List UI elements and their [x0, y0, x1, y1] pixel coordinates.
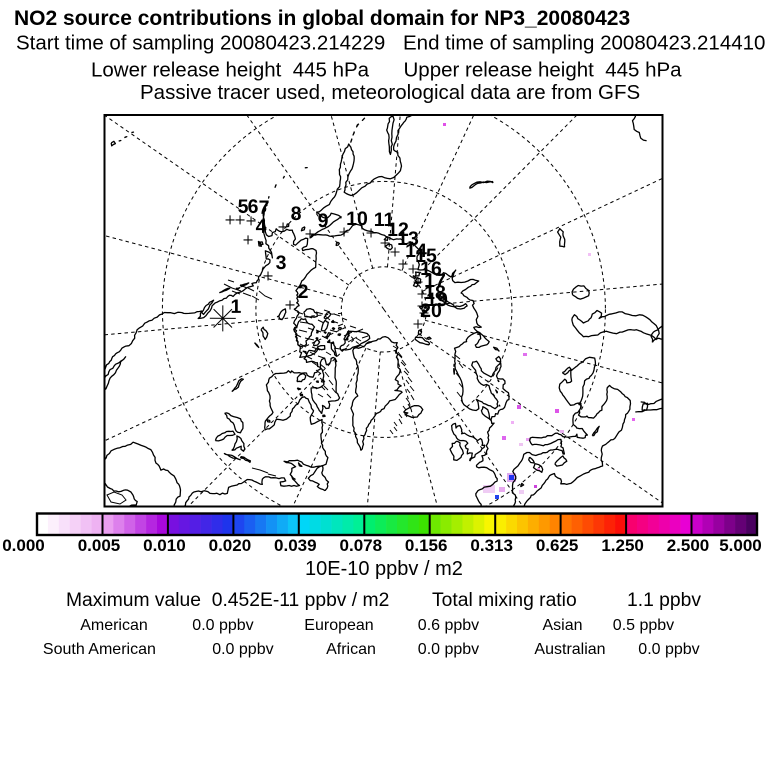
svg-text:1.250: 1.250 — [601, 536, 644, 555]
svg-text:African: African — [326, 641, 376, 658]
svg-text:17: 17 — [424, 270, 446, 292]
svg-text:Maximum value 0.452E-11 ppbv: Maximum value 0.452E-11 ppbv / m2 — [66, 590, 389, 611]
svg-text:16: 16 — [420, 258, 442, 280]
svg-text:10E-10 ppbv / m2: 10E-10 ppbv / m2 — [305, 558, 463, 580]
svg-text:0.5 ppbv: 0.5 ppbv — [613, 617, 674, 634]
svg-text:0.000: 0.000 — [2, 536, 45, 555]
svg-text:8: 8 — [291, 203, 302, 225]
svg-text:3: 3 — [276, 252, 287, 274]
svg-text:NO2 source contributions in gl: NO2 source contributions in global domai… — [14, 7, 630, 30]
svg-text:2.500: 2.500 — [667, 536, 710, 555]
svg-text:0.039: 0.039 — [274, 536, 317, 555]
svg-text:0.0 ppbv: 0.0 ppbv — [418, 641, 479, 658]
svg-text:1.1 ppbv: 1.1 ppbv — [627, 590, 701, 611]
svg-text:0.005: 0.005 — [78, 536, 121, 555]
svg-text:2: 2 — [298, 281, 309, 303]
svg-text:0.313: 0.313 — [470, 536, 513, 555]
svg-text:0.0 ppbv: 0.0 ppbv — [192, 617, 253, 634]
svg-text:South American: South American — [43, 641, 156, 658]
svg-text:0.0 ppbv: 0.0 ppbv — [638, 641, 699, 658]
svg-text:6: 6 — [248, 196, 259, 218]
svg-text:American: American — [80, 617, 148, 634]
svg-text:14: 14 — [405, 240, 427, 262]
svg-text:12: 12 — [387, 219, 409, 241]
svg-text:Passive tracer used, meteorolo: Passive tracer used, meteorological data… — [140, 81, 640, 104]
svg-text:End time of sampling 20080423.: End time of sampling 20080423.214410 — [403, 32, 765, 55]
svg-text:Total mixing ratio: Total mixing ratio — [432, 590, 577, 611]
svg-text:1: 1 — [231, 296, 242, 318]
svg-text:Lower release height 445 hPa: Lower release height 445 hPa — [91, 59, 370, 82]
svg-text:Upper release height 445 hPa: Upper release height 445 hPa — [404, 59, 683, 82]
svg-text:0.078: 0.078 — [340, 536, 383, 555]
svg-text:10: 10 — [346, 208, 368, 230]
svg-text:7: 7 — [259, 197, 270, 219]
svg-text:0.625: 0.625 — [536, 536, 579, 555]
svg-text:0.010: 0.010 — [143, 536, 186, 555]
svg-text:0.0 ppbv: 0.0 ppbv — [212, 641, 273, 658]
svg-text:13: 13 — [397, 228, 419, 250]
svg-text:Asian: Asian — [542, 617, 582, 634]
svg-text:4: 4 — [256, 216, 267, 238]
svg-text:Australian: Australian — [534, 641, 605, 658]
svg-text:11: 11 — [374, 209, 395, 231]
svg-text:19: 19 — [426, 289, 448, 311]
svg-text:9: 9 — [318, 210, 329, 232]
svg-text:20: 20 — [420, 300, 442, 322]
svg-text:0.6 ppbv: 0.6 ppbv — [418, 617, 479, 634]
svg-text:0.156: 0.156 — [405, 536, 448, 555]
svg-text:15: 15 — [415, 245, 437, 267]
svg-text:5.000: 5.000 — [719, 536, 762, 555]
svg-text:European: European — [304, 617, 373, 634]
svg-text:Start time of sampling 2008042: Start time of sampling 20080423.214229 — [16, 32, 385, 55]
svg-text:5: 5 — [238, 196, 249, 218]
svg-text:0.020: 0.020 — [209, 536, 252, 555]
svg-text:18: 18 — [424, 282, 446, 304]
